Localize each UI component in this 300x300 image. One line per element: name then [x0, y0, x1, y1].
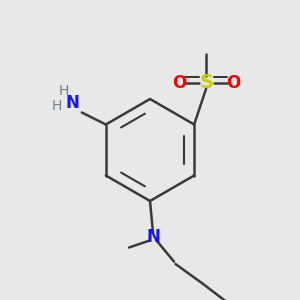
Text: H: H — [58, 85, 69, 98]
Text: N: N — [146, 228, 160, 246]
Text: O: O — [172, 74, 186, 92]
Text: H: H — [51, 100, 62, 113]
Text: N: N — [66, 94, 80, 112]
Text: S: S — [199, 73, 213, 92]
Text: O: O — [226, 74, 240, 92]
